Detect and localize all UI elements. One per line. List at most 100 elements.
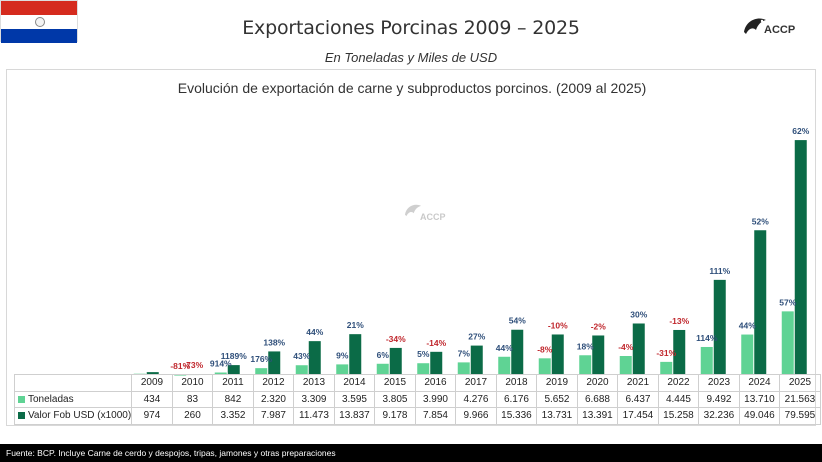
pct-label-valor: -13% (669, 316, 689, 326)
table-cell-valor: 3.352 (212, 407, 254, 425)
bar-valor (268, 351, 281, 375)
series-name-toneladas: Toneladas (28, 393, 74, 405)
pct-label-valor: 30% (630, 309, 647, 319)
bar-valor (673, 329, 686, 375)
table-year-cell: 2018 (495, 374, 538, 392)
data-table: 2009 2010 2011 2012 2013 2014 2015 2016 2017 2018… (13, 374, 821, 425)
table-year-cell: 2015 (374, 374, 416, 392)
flag-blue-stripe (1, 29, 77, 43)
bar-toneladas (214, 372, 227, 375)
table-cell-valor: 15.336 (495, 407, 538, 425)
pct-label-toneladas: 44% (739, 321, 756, 331)
table-cell-toneladas: 3.805 (374, 390, 416, 409)
bar-valor (592, 335, 605, 375)
bar-toneladas (498, 356, 511, 375)
pct-label-toneladas: 43% (293, 351, 310, 361)
pct-label-toneladas: -8% (537, 344, 553, 354)
pct-label-valor: 52% (752, 216, 769, 226)
table-header-row: 2009 2010 2011 2012 2013 2014 2015 2016 2017 2018… (13, 374, 821, 392)
table-cell-valor: 11.473 (293, 407, 335, 425)
table-year-cell: 2012 (252, 374, 295, 392)
pct-label-toneladas: -31% (656, 348, 676, 358)
table-cell-toneladas: 21.563 (779, 390, 821, 409)
table-year-cell: 2009 (131, 374, 173, 392)
pct-label-toneladas: 914% (210, 359, 232, 369)
bar-toneladas (376, 363, 389, 375)
bar-valor (349, 334, 362, 375)
table-cell-toneladas: 6.688 (576, 390, 619, 409)
table-cell-valor: 974 (131, 407, 173, 425)
pct-label-toneladas: 7% (458, 348, 471, 358)
bar-valor (227, 365, 240, 375)
table-cell-toneladas: 4.445 (657, 390, 700, 409)
legend-key-valor (18, 412, 25, 420)
table-year-cell: 2021 (617, 374, 659, 392)
table-year-cell: 2014 (333, 374, 376, 392)
table-cell-valor: 17.454 (617, 407, 659, 425)
bar-toneladas (295, 365, 308, 375)
chart-panel: Evolución de exportación de carne y subp… (6, 69, 816, 426)
table-year-cell: 2019 (536, 374, 578, 392)
series-label-valor: Valor Fob USD (x1000) (13, 407, 133, 425)
table-cell-valor: 13.837 (333, 407, 376, 425)
table-cell-toneladas: 434 (131, 390, 173, 409)
table-cell-valor: 260 (171, 407, 214, 425)
table-cell-valor: 7.854 (414, 407, 457, 425)
bar-valor (551, 334, 564, 375)
accp-logo: ACCP (740, 12, 812, 46)
bar-toneladas (457, 362, 470, 375)
table-year-cell: 2024 (738, 374, 781, 392)
table-cell-valor: 49.046 (738, 407, 781, 425)
pct-label-valor: -14% (426, 338, 446, 348)
bar-toneladas (660, 361, 673, 375)
table-year-cell: 2010 (171, 374, 214, 392)
table-cell-toneladas: 842 (212, 390, 254, 409)
table-cell-valor: 9.966 (455, 407, 497, 425)
pct-label-toneladas: -81% (170, 361, 190, 371)
table-cell-toneladas: 9.492 (698, 390, 740, 409)
table-cell-valor: 79.595 (779, 407, 821, 425)
bar-toneladas (619, 356, 632, 375)
bars-group (133, 140, 807, 376)
logo-text: ACCP (764, 24, 796, 36)
bar-valor (632, 323, 645, 375)
table-cell-toneladas: 6.176 (495, 390, 538, 409)
flag-white-stripe (1, 15, 77, 29)
bar-toneladas (700, 346, 713, 375)
bar-toneladas (781, 311, 794, 375)
bar-valor (470, 345, 483, 375)
pct-label-toneladas: 57% (779, 297, 796, 307)
table-year-cell: 2017 (455, 374, 497, 392)
pct-label-valor: 27% (468, 332, 485, 342)
legend-key-toneladas (18, 395, 25, 403)
pct-label-valor: 111% (709, 266, 730, 276)
paraguay-flag (0, 0, 78, 43)
table-cell-valor: 13.391 (576, 407, 619, 425)
table-year-cell: 2020 (576, 374, 619, 392)
bar-valor (146, 372, 159, 375)
watermark-text: ACCP (420, 212, 446, 222)
bar-valor (754, 230, 767, 375)
pct-label-valor: 62% (792, 126, 809, 136)
pct-label-valor: 21% (347, 320, 364, 330)
table-cell-toneladas: 83 (171, 390, 214, 409)
pct-label-valor: -10% (548, 320, 568, 330)
pct-label-toneladas: 18% (577, 341, 594, 351)
pct-label-toneladas: 9% (336, 350, 349, 360)
table-year-cell: 2011 (212, 374, 254, 392)
table-year-cell: 2025 (779, 374, 821, 392)
bar-valor (308, 341, 321, 375)
bar-toneladas (741, 334, 754, 375)
table-cell-toneladas: 5.652 (536, 390, 578, 409)
table-cell-toneladas: 13.710 (738, 390, 781, 409)
table-year-cell: 2013 (293, 374, 335, 392)
pct-label-toneladas: 6% (377, 350, 390, 360)
bar-valor (794, 140, 807, 375)
table-cell-valor: 13.731 (536, 407, 578, 425)
table-corner-cell (13, 374, 133, 392)
pct-label-valor: 138% (263, 337, 285, 347)
table-cell-toneladas: 2.320 (252, 390, 295, 409)
pct-label-toneladas: 44% (496, 343, 513, 353)
series-name-valor: Valor Fob USD (x1000) (28, 410, 132, 422)
bar-toneladas (538, 358, 551, 375)
